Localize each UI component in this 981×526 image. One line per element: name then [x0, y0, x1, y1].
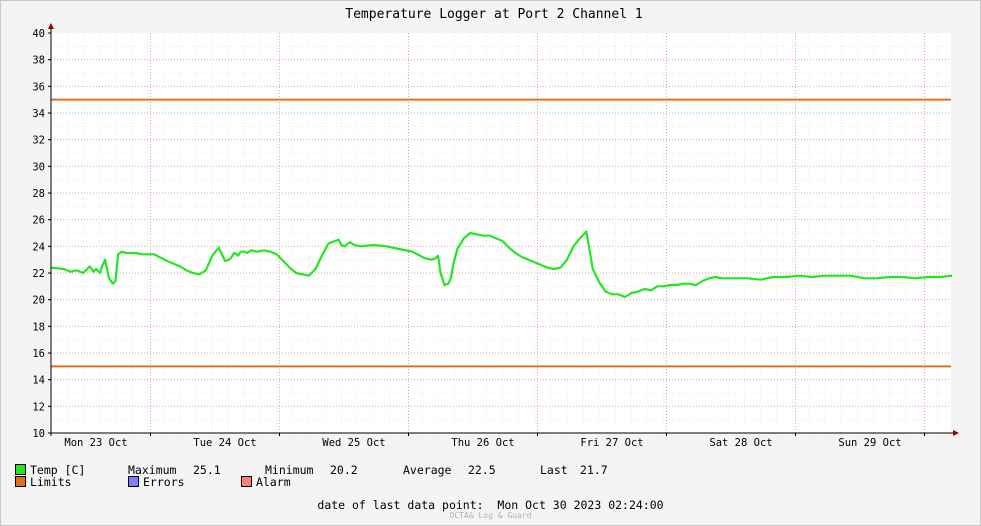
stat-maximum-value: 25.1 [193, 462, 221, 477]
y-tick-label: 30 [32, 161, 45, 173]
x-tick-label: Wed 25 Oct [322, 437, 385, 449]
y-tick-label: 16 [32, 348, 45, 360]
series-line-temp [50, 230, 953, 299]
x-tick-label: Fri 27 Oct [580, 437, 643, 449]
stat-maximum-label: Maximum [128, 462, 177, 477]
limit-lines [51, 98, 951, 368]
x-axis-arrow [953, 430, 959, 436]
errors-swatch [128, 476, 139, 487]
y-tick-label: 20 [32, 295, 45, 307]
last-point-label: date of last data point: [317, 498, 484, 512]
legend-alarm-label: Alarm [256, 474, 291, 489]
y-tick-label: 40 [32, 28, 45, 40]
x-tick-labels: Mon 23 Oct Tue 24 Oct Wed 25 Oct Thu 26 Oct… [64, 433, 925, 449]
legend-errors-label: Errors [143, 474, 185, 489]
legend-row-1: Temp [C] Maximum 25.1 Minimum 20.2 Avera… [15, 462, 620, 477]
stat-average-label: Average [403, 462, 452, 477]
stat-last-label: Last [540, 462, 568, 477]
y-tick-label: 38 [32, 55, 45, 67]
stat-minimum-label: Minimum [265, 462, 314, 477]
y-tick-label: 36 [32, 81, 45, 93]
x-tick-label: Mon 23 Oct [64, 437, 127, 449]
y-tick-label: 34 [32, 108, 45, 120]
x-tick-label: Thu 26 Oct [451, 437, 514, 449]
y-axis-arrow [48, 23, 54, 29]
y-tick-label: 26 [32, 215, 45, 227]
stat-minimum-value: 20.2 [330, 462, 358, 477]
x-tick-label: Sat 28 Oct [709, 437, 772, 449]
chart-title: Temperature Logger at Port 2 Channel 1 [345, 7, 642, 22]
y-tick-label: 12 [32, 401, 45, 413]
y-tick-label: 22 [32, 268, 45, 280]
series-layer [50, 230, 953, 299]
y-tick-label: 10 [32, 428, 45, 440]
x-tick-label: Tue 24 Oct [193, 437, 256, 449]
y-tick-label: 18 [32, 321, 45, 333]
alarm-swatch [241, 476, 252, 487]
y-tick-label: 14 [32, 375, 45, 387]
temp-swatch [15, 464, 26, 475]
axes [48, 23, 959, 436]
stat-last-value: 21.7 [580, 462, 608, 477]
last-data-point: date of last data point: Mon Oct 30 2023… [0, 498, 981, 512]
stat-average-value: 22.5 [468, 462, 496, 477]
credit-watermark: OCTA& Log & Guard [449, 511, 532, 520]
legend-limits-label: Limits [30, 474, 72, 489]
limits-swatch [15, 476, 26, 487]
last-point-value: Mon Oct 30 2023 02:24:00 [497, 498, 664, 512]
y-tick-label: 28 [32, 188, 45, 200]
y-tick-label: 32 [32, 135, 45, 147]
legend-temp-label: Temp [C] [30, 462, 86, 477]
y-tick-label: 24 [32, 241, 45, 253]
x-tick-label: Sun 29 Oct [838, 437, 901, 449]
y-tick-labels: 10 12 14 16 18 20 22 24 26 28 30 32 34 36 38 40 [32, 28, 51, 440]
legend-row-2: Limits Errors Alarm [15, 474, 316, 489]
